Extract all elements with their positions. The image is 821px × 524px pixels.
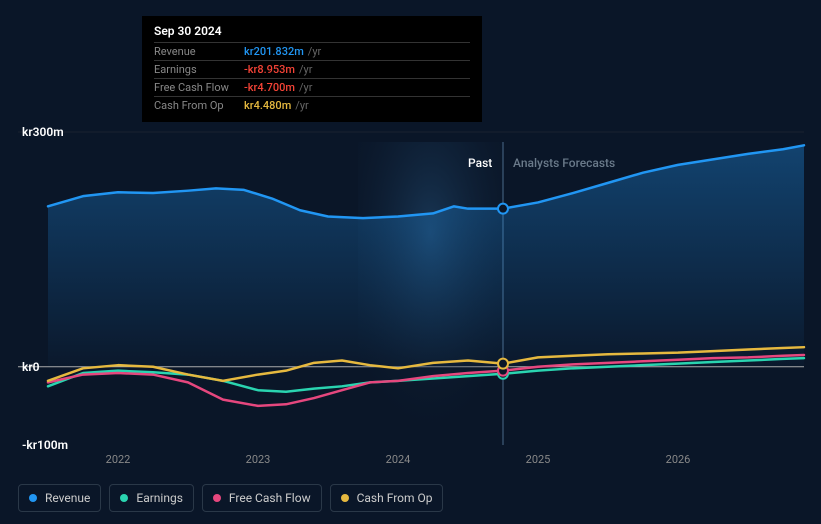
section-label-past: Past bbox=[468, 156, 492, 170]
y-axis-label: kr300m bbox=[22, 125, 64, 139]
chart-legend: Revenue Earnings Free Cash Flow Cash From O… bbox=[18, 484, 443, 512]
legend-item-free-cash-flow[interactable]: Free Cash Flow bbox=[202, 484, 322, 512]
x-axis-label: 2026 bbox=[666, 453, 691, 466]
y-axis-label: -kr100m bbox=[22, 438, 68, 452]
tooltip-row-suffix: /yr bbox=[308, 45, 321, 58]
tooltip-row-suffix: /yr bbox=[295, 99, 308, 112]
tooltip-row-value: kr4.480m bbox=[244, 99, 291, 112]
legend-item-earnings[interactable]: Earnings bbox=[109, 484, 194, 512]
legend-label: Earnings bbox=[136, 491, 183, 505]
tooltip-row: Revenuekr201.832m/yr bbox=[154, 42, 470, 60]
earnings-revenue-chart: Sep 30 2024 Revenuekr201.832m/yrEarnings… bbox=[0, 0, 821, 524]
legend-dot bbox=[341, 494, 349, 502]
tooltip-row-label: Revenue bbox=[154, 45, 244, 58]
tooltip-row-value: -kr4.700m bbox=[244, 81, 295, 94]
x-axis-label: 2024 bbox=[386, 453, 411, 466]
chart-tooltip: Sep 30 2024 Revenuekr201.832m/yrEarnings… bbox=[142, 16, 482, 122]
tooltip-row-value: -kr8.953m bbox=[244, 63, 295, 76]
legend-label: Cash From Op bbox=[357, 491, 433, 505]
legend-item-revenue[interactable]: Revenue bbox=[18, 484, 101, 512]
x-axis-label: 2025 bbox=[526, 453, 551, 466]
legend-dot bbox=[213, 494, 221, 502]
tooltip-rows: Revenuekr201.832m/yrEarnings-kr8.953m/yr… bbox=[154, 42, 470, 114]
tooltip-row: Free Cash Flow-kr4.700m/yr bbox=[154, 78, 470, 96]
section-label-forecast: Analysts Forecasts bbox=[513, 156, 615, 170]
tooltip-row-value: kr201.832m bbox=[244, 45, 304, 58]
tooltip-date: Sep 30 2024 bbox=[154, 24, 470, 38]
legend-dot bbox=[29, 494, 37, 502]
legend-label: Revenue bbox=[45, 491, 90, 505]
legend-item-cash-from-op[interactable]: Cash From Op bbox=[330, 484, 444, 512]
tooltip-row: Earnings-kr8.953m/yr bbox=[154, 60, 470, 78]
tooltip-row-suffix: /yr bbox=[299, 81, 312, 94]
y-axis-label: kr0 bbox=[22, 360, 40, 374]
tooltip-row-suffix: /yr bbox=[299, 63, 312, 76]
tooltip-row: Cash From Opkr4.480m/yr bbox=[154, 96, 470, 114]
tooltip-row-label: Cash From Op bbox=[154, 99, 244, 112]
legend-dot bbox=[120, 494, 128, 502]
legend-label: Free Cash Flow bbox=[229, 491, 311, 505]
tooltip-row-label: Earnings bbox=[154, 63, 244, 76]
x-axis-label: 2023 bbox=[246, 453, 271, 466]
x-axis-label: 2022 bbox=[106, 453, 131, 466]
tooltip-row-label: Free Cash Flow bbox=[154, 81, 244, 94]
